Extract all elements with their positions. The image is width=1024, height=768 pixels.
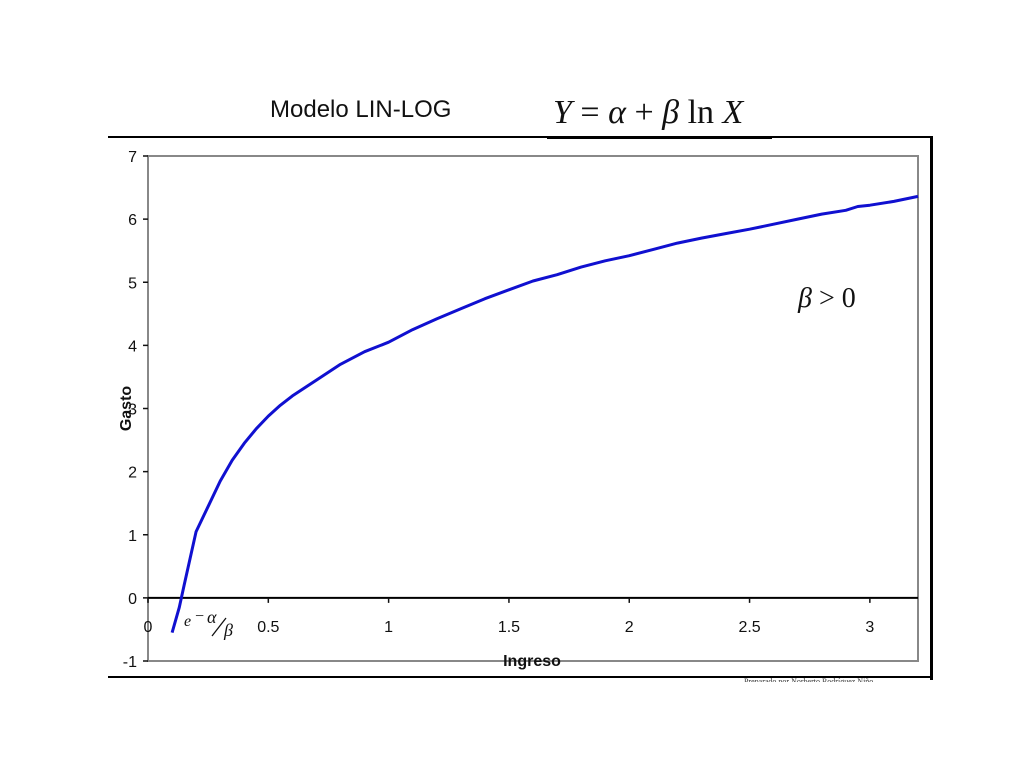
- plot-area: [147, 155, 919, 662]
- y-axis-title: Gasto: [118, 386, 135, 432]
- intercept-alpha: α: [207, 607, 217, 627]
- footer-credit: Preparado por Norberto Rodríguez Niño: [744, 677, 874, 682]
- beta-condition-annotation: β > 0: [797, 283, 856, 314]
- formula-beta: β: [662, 94, 680, 131]
- y-tick-label: -1: [123, 654, 137, 671]
- x-tick-label: 0: [144, 619, 153, 636]
- formula-ln: ln: [679, 94, 723, 131]
- intercept-base: e: [184, 613, 191, 630]
- x-tick-label: 0.5: [257, 619, 279, 636]
- intercept-beta: β: [223, 620, 233, 640]
- data-line-series: [170, 194, 919, 634]
- y-tick-label: 1: [128, 528, 137, 545]
- y-tick-label: 5: [128, 275, 137, 292]
- x-tick-label: 1.5: [498, 619, 520, 636]
- formula-y: Y: [553, 94, 572, 131]
- formula-plus: +: [625, 94, 663, 131]
- beta-symbol: β: [797, 283, 812, 314]
- x-tick-label: 3: [865, 619, 874, 636]
- frame-bottom-rule: [108, 676, 933, 678]
- y-tick-label: 3: [128, 402, 137, 419]
- y-tick-label: 7: [128, 149, 137, 166]
- x-axis: 0 0.5 1 1.5 2 2.5 3: [144, 596, 918, 636]
- beta-condition-text: > 0: [812, 283, 856, 314]
- formula-alpha: α: [608, 94, 626, 131]
- y-tick-label: 0: [128, 591, 137, 608]
- intercept-slash: [211, 617, 227, 637]
- svg-text:β > 0: β > 0: [797, 283, 856, 314]
- y-tick-label: 2: [128, 465, 137, 482]
- frame-right-rule: [930, 136, 933, 680]
- formula-equals: =: [571, 94, 609, 131]
- slide-title: Modelo LIN-LOG: [270, 96, 452, 123]
- x-axis-title: Ingreso: [503, 653, 561, 670]
- x-intercept-annotation: e − α β: [184, 607, 233, 640]
- model-formula: Y = α + β ln X: [553, 94, 743, 132]
- y-axis: -1 0 1 2 3 4 5 6 7: [123, 149, 148, 671]
- formula-underline: [547, 137, 772, 139]
- x-tick-label: 2: [625, 619, 634, 636]
- x-tick-label: 2.5: [738, 619, 760, 636]
- intercept-minus: −: [195, 608, 204, 625]
- x-tick-label: 1: [384, 619, 393, 636]
- y-tick-label: 6: [128, 212, 137, 229]
- frame-top-rule: [108, 136, 932, 138]
- formula-x: X: [722, 94, 744, 131]
- y-tick-label: 4: [128, 338, 137, 355]
